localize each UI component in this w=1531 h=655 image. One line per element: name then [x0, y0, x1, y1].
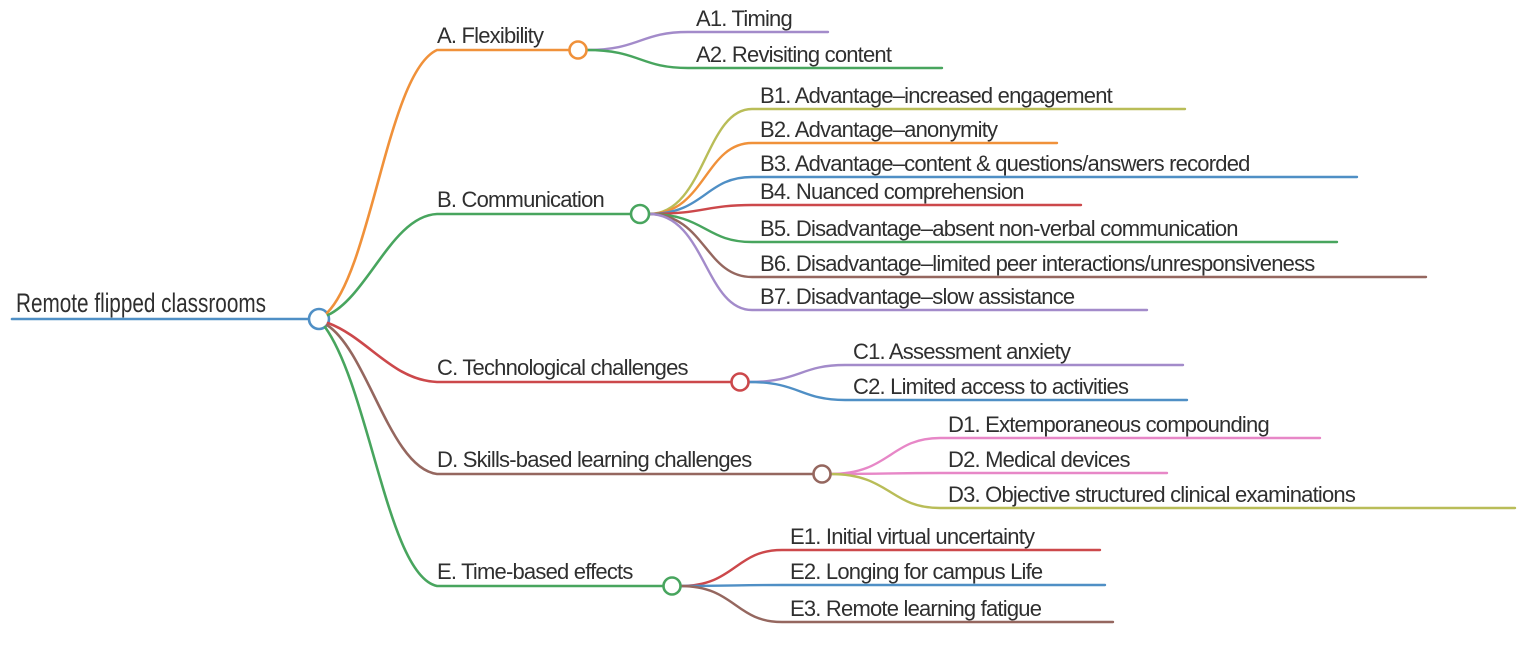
- node-B5-line: [647, 212, 1339, 244]
- node-C1-line: [747, 363, 1185, 384]
- node-C1-label: C1. Assessment anxiety: [853, 339, 1071, 364]
- root-junction-dot: [307, 307, 331, 331]
- node-E3-label: E3. Remote learning fatigue: [790, 596, 1042, 621]
- branch-B-junction-dot: [629, 203, 651, 225]
- node-B3-label: B3. Advantage–content & questions/answer…: [760, 151, 1250, 176]
- node-B3-line: [647, 175, 1359, 216]
- branch-E-label: E. Time-based effects: [437, 559, 633, 584]
- node-B2-line: [647, 141, 1059, 216]
- branch-B-line: [326, 212, 633, 317]
- node-C2-line: [747, 380, 1189, 402]
- branch-A-junction-dot: [568, 40, 588, 60]
- node-D2-line: [829, 471, 1169, 476]
- branch-A-line: [325, 48, 571, 315]
- node-A1-label: A1. Timing: [696, 6, 792, 31]
- branch-C-line: [326, 321, 733, 384]
- branch-D-junction-dot: [812, 464, 832, 484]
- node-D3-line: [829, 472, 1517, 510]
- branch-C-junction-dot: [730, 372, 750, 392]
- branch-D-label: D. Skills-based learning challenges: [437, 447, 752, 472]
- node-E3-line: [679, 584, 1115, 624]
- node-E1-label: E1. Initial virtual uncertainty: [790, 524, 1035, 549]
- node-B7-line: [647, 212, 1149, 312]
- node-E2-line: [679, 583, 1107, 588]
- node-B6-label: B6. Disadvantage–limited peer interactio…: [760, 251, 1315, 276]
- branch-E-line: [323, 325, 665, 588]
- node-D2-label: D2. Medical devices: [948, 447, 1130, 472]
- node-D3-label: D3. Objective structured clinical examin…: [948, 482, 1356, 507]
- node-B4-label: B4. Nuanced comprehension: [760, 179, 1024, 204]
- branch-E-junction-dot: [662, 576, 682, 596]
- node-E1-line: [679, 548, 1102, 588]
- node-E2-label: E2. Longing for campus Life: [790, 559, 1043, 584]
- node-A2-label: A2. Revisiting content: [696, 42, 892, 67]
- node-D1-line: [829, 436, 1322, 476]
- branch-C-label: C. Technological challenges: [437, 355, 689, 380]
- node-B4-line: [647, 203, 1083, 216]
- branch-A-label: A. Flexibility: [437, 23, 544, 48]
- node-C2-label: C2. Limited access to activities: [853, 374, 1129, 399]
- node-B7-label: B7. Disadvantage–slow assistance: [760, 284, 1075, 309]
- node-B1-label: B1. Advantage–increased engagement: [760, 83, 1113, 108]
- branch-D-line: [325, 323, 815, 476]
- branch-B-label: B. Communication: [437, 187, 604, 212]
- node-B2-label: B2. Advantage–anonymity: [760, 117, 998, 142]
- node-B5-label: B5. Disadvantage–absent non-verbal commu…: [760, 216, 1238, 241]
- node-D1-label: D1. Extemporaneous compounding: [948, 412, 1269, 437]
- node-A2-line: [585, 48, 944, 70]
- node-B1-line: [647, 107, 1187, 216]
- node-A1-line: [585, 30, 830, 52]
- root-node-label: Remote flipped classrooms: [16, 288, 266, 318]
